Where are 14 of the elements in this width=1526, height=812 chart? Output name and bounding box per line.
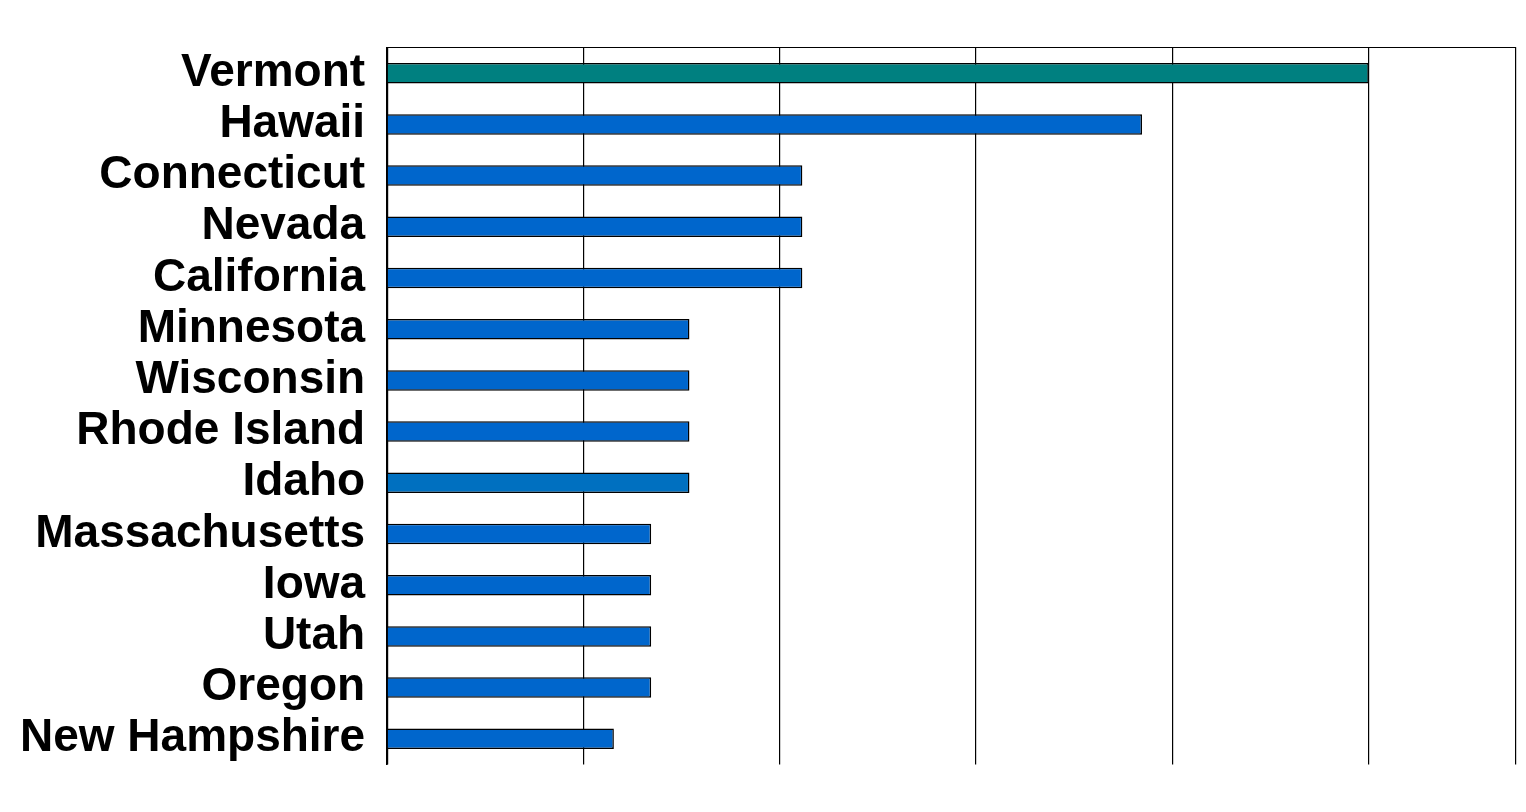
y-tick-label: Oregon bbox=[201, 658, 366, 711]
y-tick-label: Utah bbox=[262, 607, 366, 660]
y-tick-label: Wisconsin bbox=[135, 351, 366, 404]
y-tick-label: California bbox=[152, 248, 366, 301]
y-tick-label: Idaho bbox=[242, 453, 366, 506]
y-tick-label: Vermont bbox=[181, 43, 366, 96]
y-tick-label: Iowa bbox=[262, 555, 366, 608]
y-tick-label: Minnesota bbox=[137, 299, 366, 352]
y-tick-label: Connecticut bbox=[99, 146, 366, 199]
y-tick-label: New Hampshire bbox=[19, 709, 366, 762]
y-tick-label: Hawaii bbox=[219, 95, 366, 148]
y-tick-label: Massachusetts bbox=[35, 504, 366, 557]
y-tick-label: Rhode Island bbox=[76, 402, 366, 455]
y-tick-label: Nevada bbox=[201, 197, 366, 250]
